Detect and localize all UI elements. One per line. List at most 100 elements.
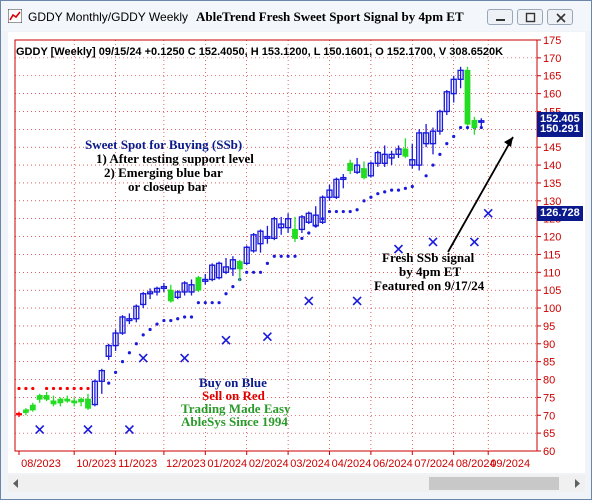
y-tick-label: 120 <box>543 232 561 244</box>
y-tick-label: 110 <box>543 267 561 279</box>
price-bar <box>333 177 340 200</box>
price-bar <box>64 395 71 403</box>
y-tick-label: 95 <box>543 321 555 333</box>
stop-dot <box>107 381 111 385</box>
horizontal-scrollbar[interactable] <box>8 475 585 492</box>
price-bar <box>188 279 195 296</box>
cross-marker <box>35 424 45 435</box>
price-bar <box>464 66 471 126</box>
stop-dot <box>452 134 456 139</box>
fresh-signal-line-1: Fresh SSb signal <box>382 250 475 265</box>
y-tick-label: 70 <box>543 410 555 422</box>
stop-dot <box>210 301 214 305</box>
title-bar[interactable]: GDDY Monthly/GDDY Weekly AbleTrend Fresh… <box>1 1 591 31</box>
y-tick-label: 105 <box>543 285 561 297</box>
price-bar <box>236 259 243 282</box>
cross-marker <box>428 237 438 247</box>
price-bar <box>319 195 326 225</box>
quote-header: GDDY [Weekly] 09/15/24 +0.1250 C 152.405… <box>16 46 504 58</box>
price-bar <box>450 75 457 103</box>
price-bar <box>209 263 216 282</box>
y-axis: 6065707580859095100105110115120125130135… <box>537 35 561 458</box>
price-bar <box>284 213 292 233</box>
price-bar <box>140 291 147 309</box>
stop-dot <box>424 174 428 178</box>
price-bar <box>243 245 250 266</box>
stop-dot <box>410 184 414 189</box>
price-bar <box>29 402 36 412</box>
price-bar <box>367 161 375 178</box>
stop-dot <box>369 195 373 199</box>
stop-dot <box>203 301 207 305</box>
minimize-icon <box>496 19 505 21</box>
stop-dot <box>58 386 63 391</box>
price-bar <box>85 393 91 410</box>
cross-marker <box>124 424 134 435</box>
stop-dot <box>300 236 304 240</box>
scroll-thumb[interactable] <box>429 477 559 490</box>
bar-body <box>464 69 471 125</box>
plot-frame <box>14 39 538 452</box>
sweet-spot-step-2b: or closeup bar <box>128 179 208 194</box>
sweet-spot-title: Sweet Spot for Buying (SSb) <box>85 137 243 152</box>
price-bar <box>388 150 395 166</box>
stop-dot <box>148 327 152 332</box>
y-tick-label: 140 <box>543 160 561 172</box>
scroll-left-icon[interactable] <box>8 475 25 492</box>
minimize-button[interactable] <box>487 9 513 25</box>
chart-area[interactable]: 6065707580859095100105110115120125130135… <box>8 32 585 473</box>
stop-dot <box>224 292 228 296</box>
price-bar <box>271 216 278 241</box>
sweet-spot-step-1: 1) After testing support level <box>96 151 254 166</box>
stop-dot <box>376 192 380 196</box>
price-bar <box>436 109 444 135</box>
price-bar <box>153 286 161 296</box>
price-bar <box>160 283 168 292</box>
cross-marker <box>483 208 493 218</box>
y-tick-label: 80 <box>543 375 555 387</box>
x-tick-label: 11/2023 <box>118 458 157 470</box>
stop-dot <box>279 254 283 258</box>
chart-app-icon <box>8 9 22 23</box>
stop-dot <box>217 301 221 305</box>
price-bar <box>395 145 402 158</box>
y-tick-label: 90 <box>543 339 555 351</box>
stop-dot <box>383 190 387 194</box>
price-bar <box>471 116 478 135</box>
x-tick-label: 04/2024 <box>332 458 372 470</box>
cross-marker <box>352 296 362 306</box>
cross-marker <box>221 335 231 345</box>
stop-dot <box>86 386 90 391</box>
close-button[interactable] <box>547 9 573 25</box>
legend-buy: Buy on Blue <box>199 375 267 390</box>
x-tick-label: 01/2024 <box>207 458 247 470</box>
legend-sell: Sell on Red <box>202 388 265 403</box>
signal-arrow <box>447 136 514 253</box>
stop-dot <box>341 209 345 214</box>
stop-dot <box>176 317 180 321</box>
stop-dot <box>355 208 359 212</box>
x-tick-label: 06/2024 <box>373 458 413 470</box>
y-tick-label: 130 <box>543 196 561 208</box>
price-bar <box>457 66 464 89</box>
price-bar <box>298 215 306 233</box>
stop-dot <box>293 254 297 258</box>
y-tick-label: 145 <box>543 142 561 154</box>
price-tag-stop: 126.728 <box>537 206 583 221</box>
stop-dot <box>258 270 263 274</box>
cross-marker <box>180 353 190 363</box>
maximize-button[interactable] <box>517 9 543 25</box>
stop-dot <box>403 186 407 190</box>
price-chart[interactable]: 6065707580859095100105110115120125130135… <box>8 32 585 473</box>
y-tick-label: 135 <box>543 178 561 190</box>
price-bar <box>443 90 450 116</box>
fresh-signal-line-2: by 4pm ET <box>399 264 462 279</box>
stop-dot <box>334 209 338 214</box>
bar-body <box>29 404 36 411</box>
price-bar <box>174 290 181 300</box>
cross-marker <box>262 332 272 342</box>
stop-dot <box>286 254 290 258</box>
scroll-right-icon[interactable] <box>568 475 585 492</box>
price-bar <box>36 393 43 403</box>
